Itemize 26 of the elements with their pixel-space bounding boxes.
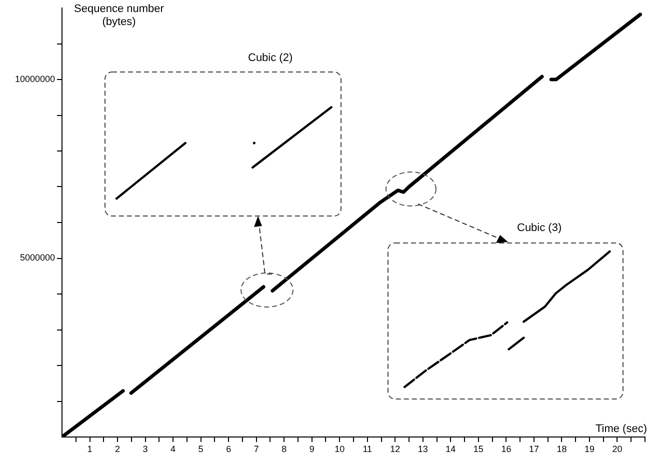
y-tick-label: 10000000 [14,74,55,84]
x-axis-title: Time (sec) [595,423,647,435]
x-tick-label: 12 [390,444,400,454]
x-tick-label: 7 [254,444,259,454]
x-tick-label: 16 [501,444,512,454]
x-tick-label: 20 [612,444,622,454]
annotation: Cubic (3) [517,222,562,234]
x-tick-label: 15 [473,444,484,454]
y-tick-label: 5000000 [20,252,55,263]
x-tick-label: 14 [446,444,456,454]
x-tick-label: 5 [198,444,204,454]
x-tick-label: 3 [142,444,148,454]
x-tick-label: 9 [309,444,314,454]
x-tick-label: 1 [87,444,92,454]
x-tick-label: 17 [528,444,539,454]
x-tick-label: 19 [584,444,594,454]
x-tick-label: 13 [418,444,428,454]
x-tick-label: 4 [170,444,176,454]
x-tick-label: 6 [226,444,232,454]
x-tick-label: 8 [282,444,287,454]
annotation: Cubic (2) [248,52,293,64]
x-tick-label: 11 [362,444,372,454]
x-tick-label: 10 [334,444,345,454]
x-tick-label: 18 [556,444,567,454]
y-axis-title: Sequence number (bytes) [73,3,165,29]
x-tick-label: 2 [115,444,120,454]
